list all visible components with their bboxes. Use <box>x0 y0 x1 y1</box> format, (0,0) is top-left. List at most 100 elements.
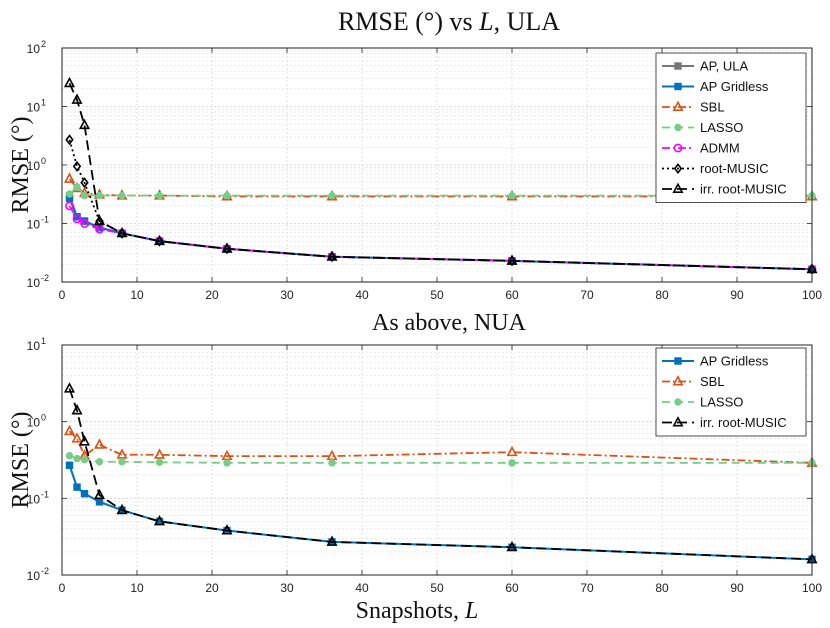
x-tick-label: 10 <box>130 581 144 595</box>
data-point <box>80 219 89 228</box>
chart-title: As above, NUA <box>372 310 527 336</box>
data-point <box>65 190 74 198</box>
data-point <box>80 455 89 464</box>
legend-swatch-marker <box>672 416 684 427</box>
data-point <box>63 76 76 88</box>
legend-swatch-marker <box>674 357 682 365</box>
data-point <box>71 404 83 415</box>
x-tick-label: 0 <box>59 581 66 595</box>
series-line <box>69 454 812 464</box>
data-point <box>326 250 338 261</box>
y-tick-exponent: 0 <box>41 413 46 423</box>
data-point <box>506 445 518 457</box>
x-tick-label: 30 <box>280 581 294 595</box>
title-variable: L <box>478 7 493 36</box>
series-line <box>68 185 812 197</box>
legend-swatch-marker <box>673 143 683 153</box>
data-point <box>116 226 128 238</box>
x-tick-label: 40 <box>355 288 369 302</box>
y-tick-label: 10 <box>27 569 41 583</box>
data-point <box>116 503 128 515</box>
x-label-text: Snapshots, <box>356 598 465 624</box>
data-point <box>93 214 106 226</box>
data-point <box>223 191 231 200</box>
series-irr-root-music <box>63 76 818 274</box>
y-tick-exponent: -2 <box>41 273 49 283</box>
x-tick-label: 30 <box>280 288 294 302</box>
data-point <box>73 483 81 491</box>
series-line <box>68 388 813 561</box>
legend-swatch-marker <box>674 123 682 132</box>
x-tick-label: 80 <box>655 581 669 595</box>
legend-label: irr. root-MUSIC <box>700 182 787 197</box>
legend-label: AP, ULA <box>700 59 749 74</box>
data-point <box>326 535 338 546</box>
data-point <box>223 459 231 467</box>
y-tick-exponent: 1 <box>41 336 46 346</box>
data-point <box>93 488 106 500</box>
legend-swatch-marker <box>674 398 682 406</box>
x-tick-label: 20 <box>205 288 219 302</box>
x-tick-label: 100 <box>802 581 822 595</box>
x-tick-label: 40 <box>355 581 369 595</box>
data-point <box>506 540 518 552</box>
legend-label: AP Gridless <box>700 354 769 369</box>
legend-label: ADMM <box>700 141 740 156</box>
x-tick-label: 90 <box>730 581 744 595</box>
y-tick-label: 10 <box>27 42 41 56</box>
legend-label: LASSO <box>700 120 743 135</box>
title-text: RMSE (°) vs <box>338 7 479 36</box>
data-point <box>153 234 166 246</box>
legend-swatch-marker <box>674 62 682 70</box>
legend-label: SBL <box>700 374 725 389</box>
data-point <box>508 459 516 467</box>
y-tick-label: 10 <box>27 218 41 232</box>
x-tick-label: 0 <box>59 288 66 302</box>
x-tick-label: 70 <box>580 581 594 595</box>
y-tick-exponent: 0 <box>41 156 46 166</box>
series-line <box>68 430 813 464</box>
legend: AP, ULA AP Gridless SBL LASSO ADMM root-MUSIC… <box>655 52 807 203</box>
data-point <box>65 451 74 460</box>
legend-swatch-marker <box>672 100 684 111</box>
legend-label: LASSO <box>700 395 743 410</box>
data-point <box>78 118 91 130</box>
y-tick-label: 10 <box>27 339 41 353</box>
data-point <box>63 424 76 436</box>
y-tick-exponent: 1 <box>41 98 46 108</box>
data-point <box>72 160 82 172</box>
series-lasso <box>65 451 816 467</box>
data-point <box>155 458 164 467</box>
data-point <box>328 459 336 467</box>
data-point <box>93 438 106 449</box>
data-point <box>78 435 91 446</box>
data-point <box>328 191 336 200</box>
y-tick-exponent: 2 <box>41 39 46 49</box>
data-point <box>153 515 166 526</box>
x-tick-label: 50 <box>430 581 444 595</box>
legend: AP Gridless SBL LASSO irr. root-MUSIC <box>655 347 807 437</box>
legend-swatch-marker <box>672 375 684 386</box>
data-point <box>95 458 104 466</box>
x-tick-label: 50 <box>430 288 444 302</box>
y-axis-label: RMSE (°) <box>8 412 34 509</box>
data-point <box>72 214 82 224</box>
legend-label: AP Gridless <box>700 79 769 94</box>
title-text: As above, NUA <box>372 310 527 336</box>
data-point <box>155 191 164 200</box>
data-point <box>63 172 76 183</box>
legend-swatch-marker <box>672 182 684 193</box>
data-point <box>153 448 166 459</box>
y-tick-label: 10 <box>27 492 41 506</box>
legend-label: root-MUSIC <box>700 161 769 176</box>
legend-swatch-marker <box>674 82 682 91</box>
y-tick-label: 10 <box>27 276 41 290</box>
chart-title: RMSE (°) vs L, ULA <box>338 7 560 36</box>
y-tick-exponent: -2 <box>41 566 49 576</box>
y-axis-label: RMSE (°) <box>8 117 34 214</box>
data-point <box>95 498 104 506</box>
x-axis-label: Snapshots, L <box>356 598 479 624</box>
data-point <box>80 191 89 200</box>
